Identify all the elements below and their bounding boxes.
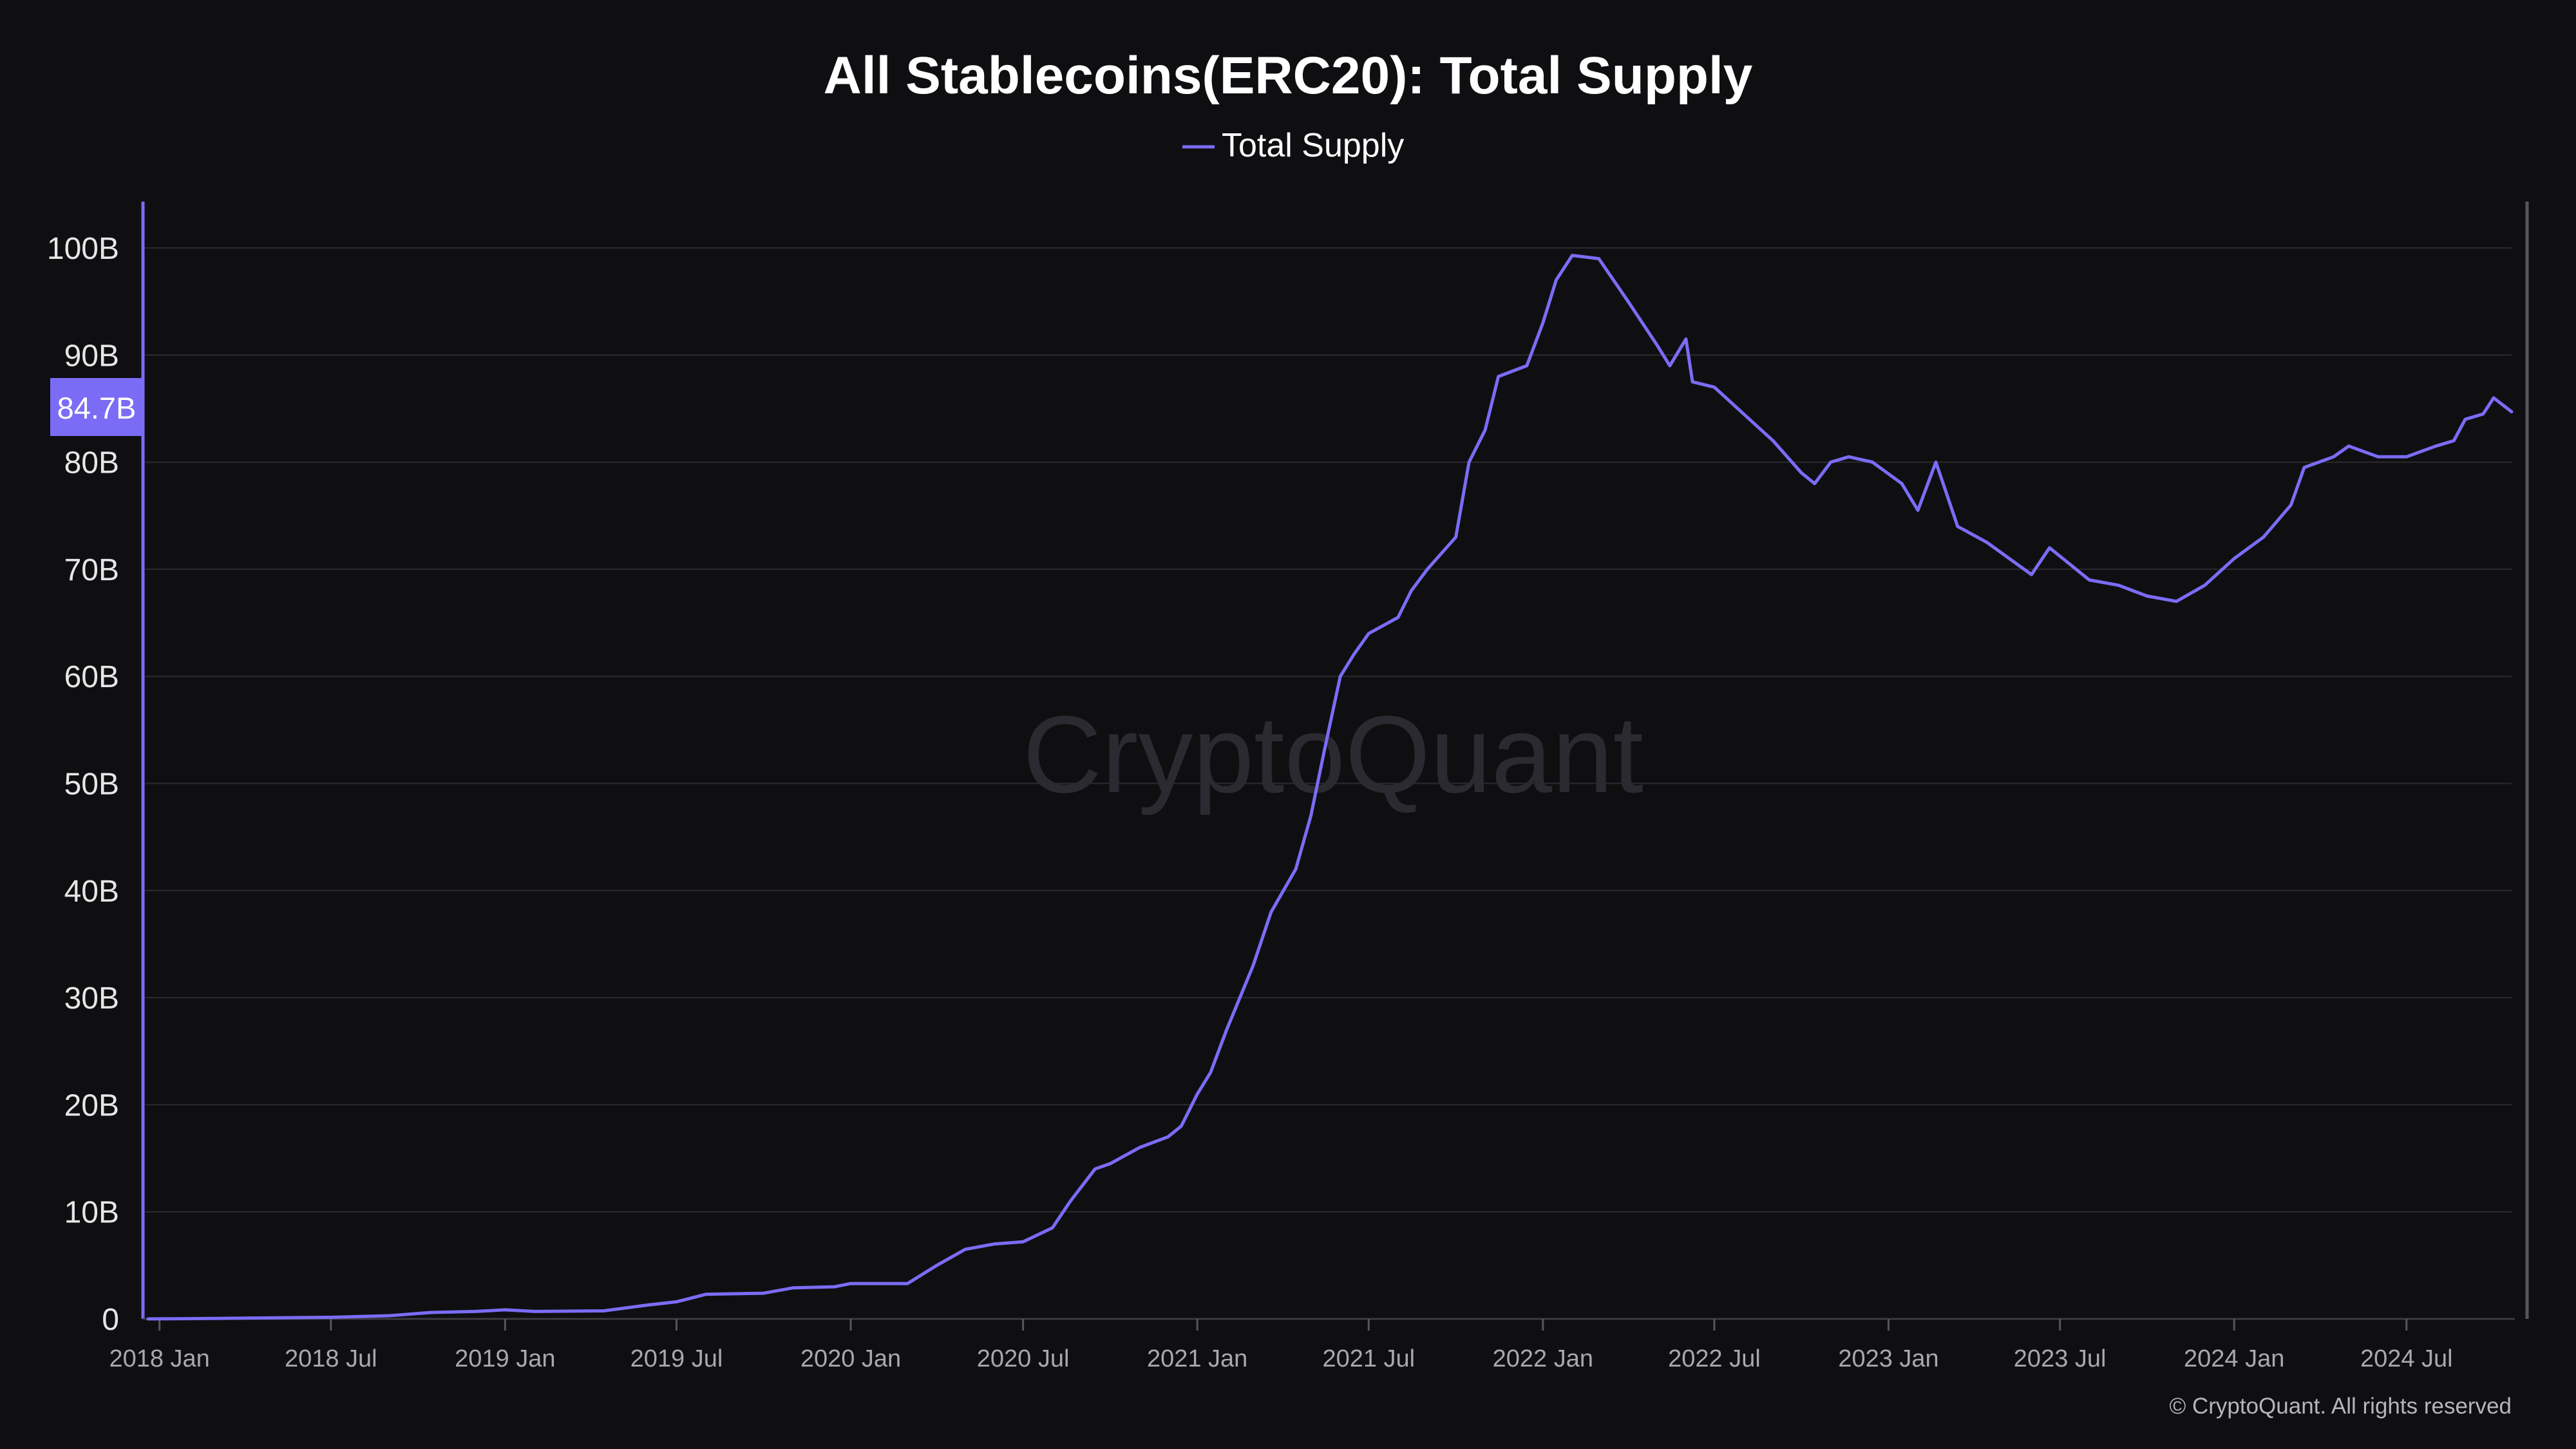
- legend-label-total-supply: Total Supply: [1222, 127, 1404, 164]
- y-tick-label: 70B: [64, 553, 119, 587]
- x-tick-label: 2019 Jul: [630, 1345, 723, 1372]
- x-tick-label: 2022 Jan: [1493, 1345, 1593, 1372]
- x-tick-label: 2022 Jul: [1668, 1345, 1761, 1372]
- y-tick-label: 10B: [64, 1196, 119, 1230]
- x-tick-label: 2018 Jan: [109, 1345, 209, 1372]
- y-axis: 0 10B 20B 30B 40B 50B 60B 70B 80B 90B 100B: [47, 232, 119, 1337]
- current-value-label: 84.7B: [57, 391, 137, 425]
- x-tick-label: 2023 Jan: [1838, 1345, 1938, 1372]
- y-tick-label: 60B: [64, 660, 119, 694]
- y-tick-label: 100B: [47, 232, 119, 266]
- x-tick-label: 2024 Jul: [2360, 1345, 2453, 1372]
- current-value-badge-bg: [50, 378, 143, 436]
- x-tick-label: 2018 Jul: [285, 1345, 377, 1372]
- y-tick-label: 50B: [64, 768, 119, 802]
- copyright-notice: © CryptoQuant. All rights reserved: [2169, 1394, 2512, 1419]
- chart-title: All Stablecoins(ERC20): Total Supply: [824, 46, 1753, 105]
- x-tick-label: 2023 Jul: [2014, 1345, 2107, 1372]
- y-tick-label: 30B: [64, 981, 119, 1016]
- y-tick-label: 40B: [64, 875, 119, 909]
- x-tick-label: 2020 Jan: [800, 1345, 901, 1372]
- y-tick-label: 20B: [64, 1088, 119, 1122]
- y-tick-label: 80B: [64, 446, 119, 480]
- x-tick-label: 2019 Jan: [455, 1345, 555, 1372]
- grid: [145, 247, 2512, 1213]
- x-tick-label: 2021 Jul: [1322, 1345, 1415, 1372]
- series-line-total-supply[interactable]: [146, 254, 2514, 1321]
- x-tick-label: 2020 Jul: [977, 1345, 1070, 1372]
- y-tick-label: 0: [102, 1303, 119, 1337]
- x-tick-label: 2024 Jan: [2184, 1345, 2284, 1372]
- x-tick-label: 2021 Jan: [1147, 1345, 1247, 1372]
- current-value-badge: 84.7B: [50, 378, 143, 436]
- y-tick-label: 90B: [64, 339, 119, 373]
- x-axis: 2018 Jan 2018 Jul 2019 Jan 2019 Jul 2020 Jan…: [109, 1319, 2453, 1372]
- legend[interactable]: Total Supply: [1182, 127, 1404, 164]
